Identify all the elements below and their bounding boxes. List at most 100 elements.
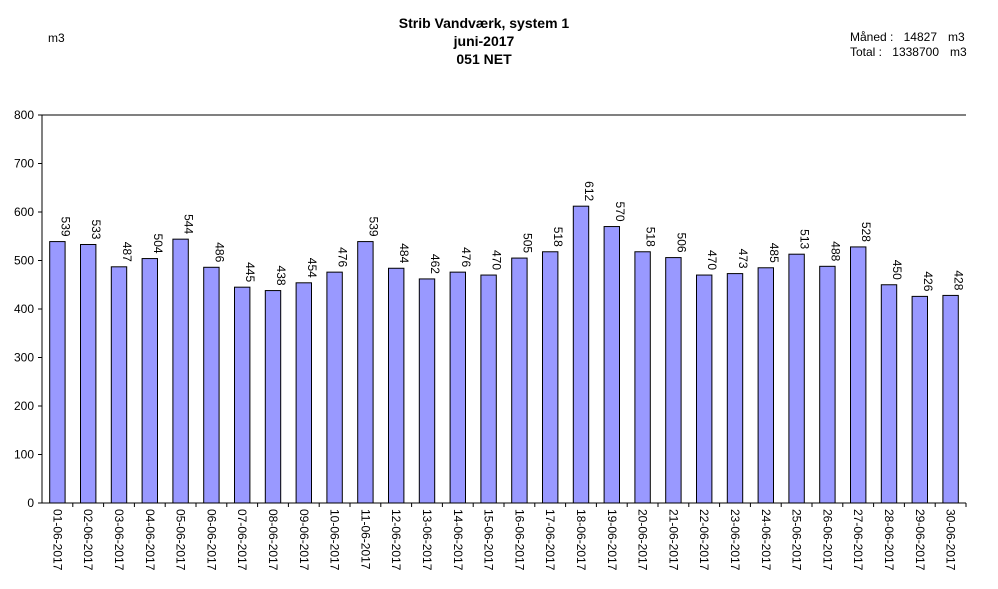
x-tick-label: 19-06-2017 — [605, 509, 619, 571]
data-label: 450 — [890, 260, 904, 280]
x-tick-label: 27-06-2017 — [851, 509, 865, 571]
x-tick-label: 10-06-2017 — [328, 509, 342, 571]
x-tick-label: 03-06-2017 — [112, 509, 126, 571]
bar — [665, 257, 682, 504]
chart-title-line-3: 051 NET — [456, 51, 512, 67]
bar — [480, 274, 497, 504]
bar — [542, 251, 559, 504]
total-label: Total : — [850, 45, 882, 59]
month-value: 14827 — [904, 30, 938, 44]
x-tick-label: 11-06-2017 — [358, 509, 372, 570]
bar — [80, 243, 97, 504]
bar — [634, 251, 651, 504]
y-tick-label: 100 — [14, 448, 34, 462]
bar — [757, 267, 774, 504]
x-tick-label: 06-06-2017 — [204, 509, 218, 571]
bar — [203, 266, 220, 504]
data-label: 454 — [305, 258, 319, 278]
x-tick-label: 26-06-2017 — [820, 509, 834, 571]
x-tick-label: 14-06-2017 — [451, 509, 465, 571]
x-tick-label: 17-06-2017 — [543, 509, 557, 571]
x-tick-label: 21-06-2017 — [666, 509, 680, 571]
bar — [234, 286, 251, 504]
data-label: 533 — [89, 219, 103, 239]
data-label: 487 — [120, 242, 134, 262]
data-label: 504 — [151, 234, 165, 254]
plot-area: 0 100 200 300 400 500 600 700 800 539 01-06-2017 53… — [14, 108, 967, 571]
bar — [110, 266, 128, 504]
x-tick-label: 28-06-2017 — [882, 509, 896, 571]
chart-title-line-1: Strib Vandværk, system 1 — [399, 15, 570, 31]
bar — [788, 253, 805, 504]
x-tick-label: 16-06-2017 — [512, 509, 526, 571]
bar — [357, 241, 374, 504]
x-tick-label: 20-06-2017 — [636, 509, 650, 571]
x-tick-label: 18-06-2017 — [574, 509, 588, 571]
data-label: 476 — [459, 247, 473, 267]
x-tick-label: 05-06-2017 — [174, 509, 188, 571]
bar — [880, 284, 898, 504]
bar — [49, 241, 66, 504]
x-tick-label: 23-06-2017 — [728, 509, 742, 571]
bar — [449, 271, 467, 504]
x-tick-label: 02-06-2017 — [81, 509, 95, 571]
data-label: 438 — [274, 266, 288, 286]
data-label: 612 — [582, 181, 596, 201]
data-label: 539 — [58, 217, 72, 237]
data-label: 513 — [798, 229, 812, 249]
x-tick-label: 22-06-2017 — [697, 509, 711, 571]
bar — [264, 290, 282, 504]
data-label: 426 — [921, 271, 935, 291]
bar — [696, 274, 713, 504]
bar — [911, 295, 928, 504]
x-tick-label: 09-06-2017 — [297, 509, 311, 571]
data-label: 518 — [644, 227, 658, 247]
bar — [388, 267, 405, 504]
y-tick-label: 0 — [27, 496, 34, 510]
data-label: 462 — [428, 254, 442, 274]
y-tick-label: 400 — [14, 302, 34, 316]
bar — [572, 205, 590, 504]
data-label: 476 — [336, 247, 350, 267]
data-label: 528 — [859, 222, 873, 242]
bar — [850, 246, 867, 504]
x-tick-label: 13-06-2017 — [420, 509, 434, 571]
x-tick-label: 29-06-2017 — [913, 509, 927, 571]
total-value: 1338700 — [892, 45, 939, 59]
x-tick-label: 12-06-2017 — [389, 509, 403, 571]
x-tick-label: 30-06-2017 — [944, 509, 958, 571]
data-label: 485 — [767, 243, 781, 263]
x-tick-label: 24-06-2017 — [759, 509, 773, 571]
data-label: 506 — [674, 233, 688, 253]
bar — [726, 273, 744, 504]
bar — [295, 282, 313, 504]
y-tick-label: 800 — [14, 108, 34, 122]
x-tick-label: 01-06-2017 — [50, 509, 64, 571]
x-tick-label: 15-06-2017 — [482, 509, 496, 571]
month-label: Måned : — [850, 30, 893, 44]
data-label: 539 — [366, 217, 380, 237]
y-tick-label: 700 — [14, 157, 34, 171]
data-label: 473 — [736, 249, 750, 269]
data-label: 505 — [520, 233, 534, 253]
unit-label: m3 — [48, 31, 65, 45]
y-tick-label: 200 — [14, 399, 34, 413]
bar — [141, 258, 159, 504]
x-tick-label: 25-06-2017 — [790, 509, 804, 571]
y-tick-label: 500 — [14, 254, 34, 268]
data-label: 470 — [490, 250, 504, 270]
bar — [172, 238, 189, 504]
data-label: 518 — [551, 227, 565, 247]
y-tick-label: 300 — [14, 351, 34, 365]
x-tick-label: 04-06-2017 — [143, 509, 157, 571]
data-label: 445 — [243, 262, 257, 282]
bar — [511, 257, 528, 504]
data-label: 486 — [212, 242, 226, 262]
month-unit: m3 — [948, 30, 965, 44]
y-tick-label: 600 — [14, 205, 34, 219]
data-label: 470 — [705, 250, 719, 270]
x-tick-label: 08-06-2017 — [266, 509, 280, 571]
data-label: 570 — [613, 202, 627, 222]
total-unit: m3 — [950, 45, 967, 59]
